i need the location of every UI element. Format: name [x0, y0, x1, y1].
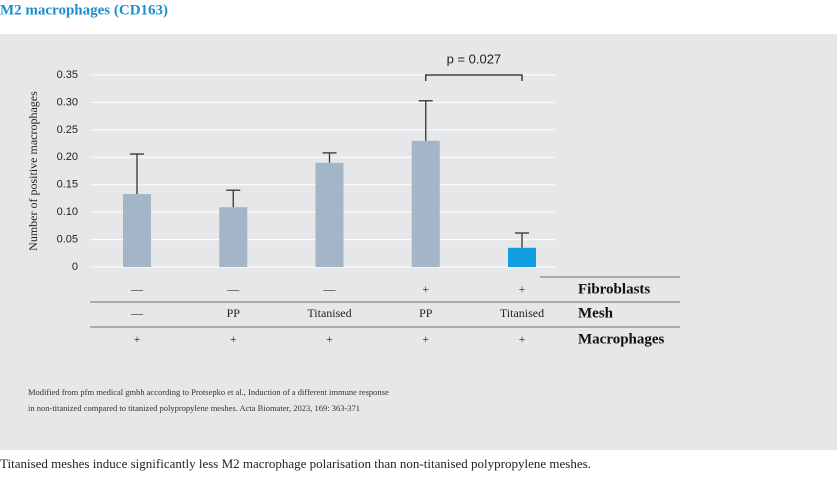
chart-title: M2 macrophages (CD163) [0, 2, 168, 18]
table-cell: + [134, 332, 141, 346]
table-cell: — [130, 282, 144, 296]
table-cell: + [230, 332, 237, 346]
source-line: Modified from pfm medical gmbh according… [28, 387, 389, 397]
bar [219, 207, 248, 267]
table-cell: + [326, 332, 333, 346]
significance-bracket [425, 74, 523, 81]
table-cell: + [519, 282, 526, 296]
bar [508, 247, 536, 267]
bar [123, 194, 151, 267]
caption: Titanised meshes induce significantly le… [0, 456, 591, 471]
row-label: Fibroblasts [578, 281, 650, 297]
source-line: in non-titanized compared to titanized p… [28, 403, 360, 413]
y-tick-label: 0.25 [57, 124, 78, 136]
row-label: Mesh [578, 305, 614, 321]
y-tick-label: 0.05 [57, 233, 78, 245]
y-tick-label: 0.35 [57, 69, 78, 81]
y-axis-label: Number of positive macrophages [26, 91, 40, 251]
bar [315, 162, 344, 267]
y-tick-label: 0.15 [57, 179, 78, 191]
table-cell: — [130, 306, 144, 320]
y-tick-label: 0.30 [57, 96, 78, 108]
table-cell: + [422, 282, 429, 296]
table-cell: Titanised [500, 306, 544, 320]
table-cell: PP [227, 306, 241, 320]
row-label: Macrophages [578, 331, 665, 347]
table-cell: + [422, 332, 429, 346]
table-cell: + [519, 332, 526, 346]
bar [411, 140, 440, 267]
table-cell: Titanised [307, 306, 351, 320]
y-tick-label: 0 [72, 261, 78, 273]
table-cell: — [323, 282, 337, 296]
annotation: p = 0.027 [447, 51, 502, 66]
y-tick-label: 0.20 [57, 151, 78, 163]
y-tick-label: 0.10 [57, 206, 78, 218]
table-cell: — [226, 282, 240, 296]
table-cell: PP [419, 306, 433, 320]
